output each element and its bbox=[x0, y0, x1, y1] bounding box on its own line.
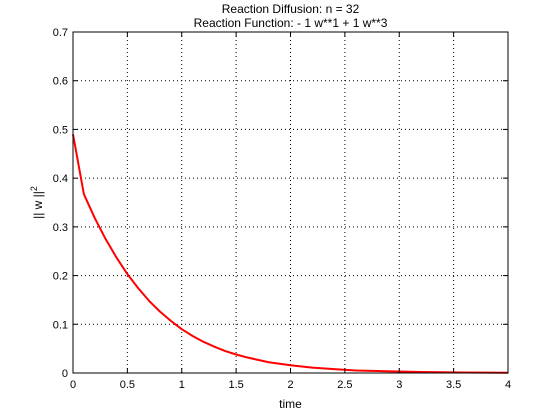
x-tick-label: 4 bbox=[505, 379, 511, 391]
y-tick-label: 0.5 bbox=[53, 124, 68, 136]
y-tick-label: 0.6 bbox=[53, 76, 68, 88]
y-tick-label: 0.4 bbox=[53, 173, 68, 185]
grid-lines bbox=[73, 32, 508, 373]
x-tick-label: 1 bbox=[179, 379, 185, 391]
y-tick-label: 0 bbox=[62, 368, 68, 380]
x-tick-label: 0 bbox=[70, 379, 76, 391]
x-tick-label: 1.5 bbox=[228, 379, 243, 391]
x-axis-label: time bbox=[279, 397, 302, 411]
y-tick-label: 0.1 bbox=[53, 319, 68, 331]
y-tick-label: 0.3 bbox=[53, 222, 68, 234]
plot-area bbox=[73, 32, 508, 373]
x-axis: 0 0.5 1 1.5 2 2.5 3 3.5 4 bbox=[70, 32, 511, 391]
x-tick-label: 3.5 bbox=[446, 379, 461, 391]
x-tick-label: 2 bbox=[287, 379, 293, 391]
y-axis-label-text: || w || bbox=[31, 191, 45, 219]
y-axis-label: || w ||2 bbox=[29, 186, 45, 219]
chart-title-line-1: Reaction Diffusion: n = 32 bbox=[222, 2, 360, 16]
x-tick-label: 2.5 bbox=[337, 379, 352, 391]
y-tick-label: 0.7 bbox=[53, 27, 68, 39]
y-axis-label-superscript: 2 bbox=[29, 186, 39, 191]
y-tick-label: 0.2 bbox=[53, 271, 68, 283]
chart-title-line-2: Reaction Function: - 1 w**1 + 1 w**3 bbox=[194, 16, 388, 30]
x-tick-label: 0.5 bbox=[120, 379, 135, 391]
x-tick-label: 3 bbox=[396, 379, 402, 391]
y-axis: 0 0.1 0.2 0.3 0.4 0.5 0.6 0.7 bbox=[53, 27, 508, 380]
